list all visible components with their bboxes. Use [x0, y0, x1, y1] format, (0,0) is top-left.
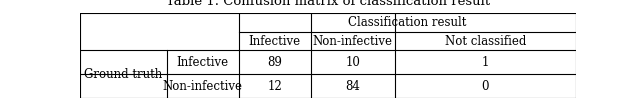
Text: Ground truth: Ground truth — [84, 68, 163, 81]
Text: 0: 0 — [482, 80, 489, 93]
Text: 10: 10 — [346, 56, 360, 69]
Text: 12: 12 — [268, 80, 282, 93]
Text: 1: 1 — [482, 56, 489, 69]
Text: Non-infective: Non-infective — [313, 35, 393, 48]
Text: Infective: Infective — [177, 56, 229, 69]
Text: 89: 89 — [268, 56, 282, 69]
Text: 84: 84 — [346, 80, 360, 93]
Text: Infective: Infective — [248, 35, 301, 48]
Text: Table 1. Confusion matrix of classification result: Table 1. Confusion matrix of classificat… — [166, 0, 490, 8]
Text: Non-infective: Non-infective — [163, 80, 243, 93]
Text: Not classified: Not classified — [445, 35, 526, 48]
Text: Classification result: Classification result — [348, 16, 467, 29]
